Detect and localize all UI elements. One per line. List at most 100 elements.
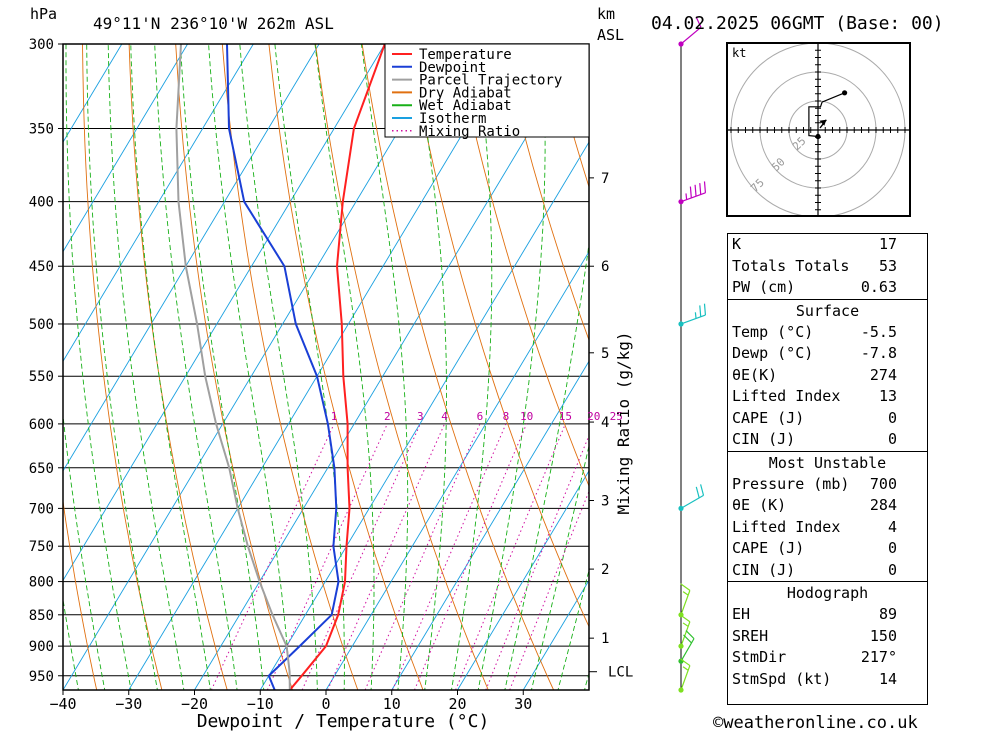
x-tick-label: 20	[448, 695, 466, 713]
dry-adiabat-line	[268, 44, 424, 690]
copyright-footer[interactable]: ©weatheronline.co.uk	[713, 713, 918, 733]
wind-barb	[678, 614, 691, 649]
mixing-ratio-label: 2	[384, 410, 391, 423]
hpa-label: hPa	[30, 5, 57, 23]
dry-adiabat-line	[361, 44, 555, 690]
legend-entry: Mixing Ratio	[419, 124, 520, 140]
wind-barb-half-flag	[682, 622, 689, 627]
indices-panel: K 17 Totals Totals 53 PW (cm) 0.63 Surface …	[727, 233, 928, 705]
index-row-lifted: Lifted Index 13	[732, 387, 897, 405]
index-row-mu-lifted: Lifted Index 4	[732, 517, 897, 536]
wet-adiabat-line	[180, 44, 265, 690]
km-tick-label: 6	[601, 259, 609, 275]
legend-entry: Dry Adiabat	[419, 85, 512, 101]
pressure-tick-label: 850	[29, 608, 54, 624]
wind-barb-flag	[700, 484, 705, 496]
general-indices: K 17 Totals Totals 53 PW (cm) 0.63	[728, 234, 927, 299]
wet-adiabat-line	[63, 411, 106, 690]
isotherm-line	[325, 250, 589, 690]
x-tick-label: −40	[49, 695, 76, 713]
dry-adiabat-line	[968, 44, 1000, 690]
wet-adiabat-line	[130, 44, 211, 690]
index-row-sreh: SREH 150	[732, 626, 897, 645]
hodograph-start-dot	[815, 133, 821, 140]
index-row-pw: PW (cm) 0.63	[732, 278, 897, 296]
dry-adiabat-line	[175, 44, 293, 690]
pressure-tick-label: 350	[29, 122, 54, 138]
index-row-temp: Temp (°C) -5.5	[732, 322, 897, 341]
dry-adiabat-line	[921, 44, 1000, 690]
legend-entry: Dewpoint	[419, 60, 486, 76]
index-row-mu-pressure: Pressure (mb) 700	[732, 474, 897, 493]
wind-barb-half-flag	[682, 591, 689, 596]
wind-barb-flag	[695, 16, 702, 28]
wind-barb	[678, 181, 707, 205]
wet-adiabat-line	[86, 44, 158, 690]
mixing-ratio-label: 1	[331, 410, 338, 423]
isotherm-line	[522, 579, 589, 690]
isotherm-line	[259, 141, 589, 690]
pressure-tick-label: 300	[29, 37, 54, 53]
wind-barb-shaft	[680, 494, 704, 509]
wind-barb-shaft	[680, 621, 691, 647]
temperature-profile	[289, 44, 386, 690]
index-row-mu-cape: CAPE (J) 0	[732, 539, 897, 557]
wet-adiabat-line	[451, 44, 493, 690]
legend-entry: Parcel Trajectory	[419, 73, 562, 89]
x-axis-label: Dewpoint / Temperature (°C)	[197, 711, 490, 732]
wind-barb-shaft	[680, 665, 691, 691]
x-tick-label: −10	[247, 695, 274, 713]
wet-adiabat-line	[314, 44, 375, 690]
isotherm-line	[63, 44, 386, 582]
mixing-ratio-label: 8	[503, 410, 510, 423]
index-row-thetae: θE(K) 274	[732, 365, 897, 384]
parcel-trajectory-profile	[175, 44, 291, 690]
km-tick-label: 4	[601, 415, 609, 431]
dry-adiabat-line	[454, 44, 589, 488]
isotherm-line	[457, 469, 589, 690]
wind-barb-shaft	[680, 26, 702, 45]
wind-barb	[678, 16, 702, 47]
mixing-ratio-line	[414, 423, 528, 690]
wind-barb	[678, 303, 707, 327]
asl-label: ASL	[597, 26, 624, 44]
wind-barb	[678, 484, 705, 511]
wind-barb-flag	[680, 583, 691, 591]
mixing-ratio-label: 15	[559, 410, 572, 423]
hodograph-end-dot	[842, 90, 848, 96]
pressure-tick-label: 550	[29, 369, 54, 385]
wind-barb-flag	[680, 614, 691, 623]
wet-adiabat-line	[107, 44, 185, 690]
km-tick-label: 7	[601, 171, 609, 187]
pressure-tick-label: 800	[29, 575, 54, 591]
index-row-mu-thetae: θE (K) 284	[732, 496, 897, 514]
index-row-totals: Totals Totals 53	[732, 256, 897, 275]
wind-barb-flag	[685, 630, 695, 640]
wind-barb-flag	[695, 486, 700, 499]
km-tick-label: 1	[601, 631, 609, 647]
wet-adiabat-line	[154, 44, 238, 690]
dry-adiabat-line	[0, 44, 31, 690]
mixing-ratio-line	[364, 423, 481, 690]
mixing-ratio-label: 10	[520, 410, 533, 423]
pressure-tick-label: 900	[29, 639, 54, 655]
dry-adiabat-line	[315, 44, 489, 690]
wind-barb-flag	[680, 658, 691, 667]
most-unstable-section: Most Unstable Pressure (mb) 700 θE (K) 284…	[728, 450, 927, 582]
pressure-tick-label: 700	[29, 501, 54, 517]
mixing-ratio-label: 3	[417, 410, 424, 423]
lcl-label: LCL	[608, 665, 633, 681]
isotherm-line	[63, 44, 188, 253]
index-row-eh: EH 89	[732, 605, 897, 623]
isotherm-line	[0, 44, 56, 690]
dewpoint-profile	[226, 44, 340, 690]
dry-adiabat-line	[501, 44, 589, 342]
index-row-dewp: Dewp (°C) -7.8	[732, 344, 897, 362]
mixing-ratio-label: 4	[441, 410, 448, 423]
hodograph-trace	[808, 92, 845, 138]
wet-adiabat-line	[65, 44, 132, 690]
isotherm-line	[63, 44, 451, 690]
km-label: km	[597, 5, 615, 23]
